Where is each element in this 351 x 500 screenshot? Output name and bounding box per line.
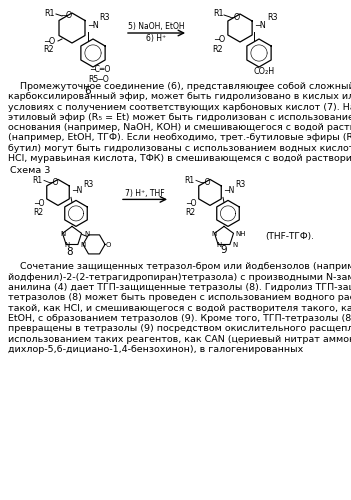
Text: дихлор-5,6-дициано-1,4-бензохинон), в галогенированных: дихлор-5,6-дициано-1,4-бензохинон), в га… <box>8 345 303 354</box>
Text: EtOH, с образованием тетразолов (9). Кроме того, ТГП-тетразолы (8) могут быть: EtOH, с образованием тетразолов (9). Кро… <box>8 314 351 323</box>
Text: R1: R1 <box>213 10 224 18</box>
Text: использованием таких реагентов, как CAN (цериевый нитрат аммония) и DDQ (2,3-: использованием таких реагентов, как CAN … <box>8 334 351 344</box>
Text: ─O: ─O <box>229 12 240 22</box>
Text: условиях с получением соответствующих карбоновых кислот (7). Например,: условиях с получением соответствующих ка… <box>8 102 351 112</box>
Text: R1: R1 <box>184 176 194 185</box>
Text: ─O: ─O <box>200 178 211 187</box>
Text: ─O: ─O <box>214 36 225 44</box>
Text: R1: R1 <box>32 176 42 185</box>
Text: (например, EtOH, ТГФ). Если необходимо, трет.-бутиловые эфиры (R₅ = трет.-: (например, EtOH, ТГФ). Если необходимо, … <box>8 134 351 142</box>
Text: N: N <box>84 232 89 237</box>
Text: 5) NaOH, EtOH: 5) NaOH, EtOH <box>128 22 185 30</box>
Text: R5─O: R5─O <box>88 76 109 84</box>
Text: R2: R2 <box>43 46 54 54</box>
Text: Схема 3: Схема 3 <box>10 166 51 175</box>
Text: ─O: ─O <box>44 36 55 46</box>
Text: ─O: ─O <box>34 199 45 208</box>
Text: ─O: ─O <box>186 199 197 208</box>
Text: R2: R2 <box>212 46 223 54</box>
Text: ─O: ─O <box>48 178 59 187</box>
Text: Промежуточное соединение (6), представляющее собой сложный: Промежуточное соединение (6), представля… <box>8 82 351 91</box>
Text: ─N: ─N <box>255 20 266 30</box>
Text: (THF-ТГФ).: (THF-ТГФ). <box>265 232 314 241</box>
Text: R3: R3 <box>235 180 245 189</box>
Text: 7) H⁺, THF: 7) H⁺, THF <box>125 189 165 198</box>
Text: 6) H⁺: 6) H⁺ <box>146 34 167 43</box>
Text: ─N: ─N <box>72 186 82 195</box>
Text: NH: NH <box>235 232 245 237</box>
Text: N: N <box>64 242 69 248</box>
Text: CO₂H: CO₂H <box>254 66 275 76</box>
Text: этиловый эфир (R₅ = Et) может быть гидролизован с использованием водного: этиловый эфир (R₅ = Et) может быть гидро… <box>8 113 351 122</box>
Text: N: N <box>216 242 221 248</box>
Text: 9: 9 <box>221 246 227 256</box>
Text: 8: 8 <box>67 248 73 258</box>
Text: N: N <box>211 232 216 237</box>
Text: HCl, муравьиная кислота, ТФК) в смешивающемся с водой растворителе.: HCl, муравьиная кислота, ТФК) в смешиваю… <box>8 154 351 163</box>
Text: ─N: ─N <box>88 20 99 30</box>
Text: бутил) могут быть гидролизованы с использованием водных кислот (например,: бутил) могут быть гидролизованы с исполь… <box>8 144 351 153</box>
Text: N: N <box>60 232 65 237</box>
Text: основания (например, NaOH, КОН) и смешивающегося с водой растворителя: основания (например, NaOH, КОН) и смешив… <box>8 123 351 132</box>
Text: тетразолов (8) может быть проведен с использованием водного раствора кислоты: тетразолов (8) может быть проведен с исп… <box>8 294 351 302</box>
Text: 6: 6 <box>85 86 91 96</box>
Text: R3: R3 <box>99 14 110 22</box>
Text: R3: R3 <box>83 180 93 189</box>
Text: N: N <box>232 242 237 248</box>
Text: карбоксилированный эфир, может быть гидролизовано в кислых или основных: карбоксилированный эфир, может быть гидр… <box>8 92 351 102</box>
Text: R1: R1 <box>44 10 54 18</box>
Text: ─N: ─N <box>224 186 234 195</box>
Text: такой, как HCl, и смешивающегося с водой растворителя такого, как ТГФ или: такой, как HCl, и смешивающегося с водой… <box>8 304 351 312</box>
Text: O: O <box>106 242 111 248</box>
Text: R2: R2 <box>33 208 43 217</box>
Text: ─O: ─O <box>61 12 72 20</box>
Text: N: N <box>80 242 85 248</box>
Text: Сочетание защищенных тетразол-бром или йодбензолов (например, 5-(3-: Сочетание защищенных тетразол-бром или й… <box>8 262 351 272</box>
Text: 7: 7 <box>256 84 262 94</box>
Text: R3: R3 <box>267 14 278 22</box>
Text: R2: R2 <box>185 208 195 217</box>
Text: ─C═O: ─C═O <box>90 66 110 74</box>
Text: анилина (4) дает ТГП-защищенные тетразолы (8). Гидролиз ТГП-защищенных: анилина (4) дает ТГП-защищенные тетразол… <box>8 283 351 292</box>
Text: превращены в тетразолы (9) посредством окислительного расщепления с: превращены в тетразолы (9) посредством о… <box>8 324 351 333</box>
Text: йодфенил)-2-(2-тетрагидропиран)тетразола) с производными N-замещенного: йодфенил)-2-(2-тетрагидропиран)тетразола… <box>8 272 351 281</box>
